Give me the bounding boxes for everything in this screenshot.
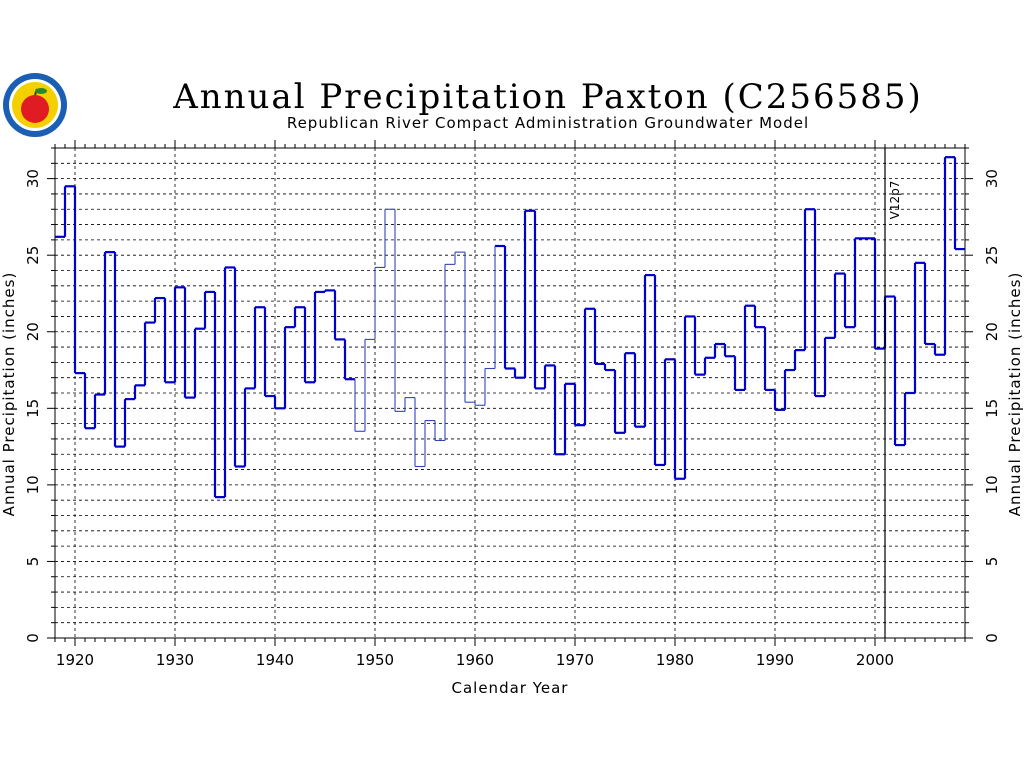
y-tick-label-right: 0 bbox=[983, 633, 1001, 643]
x-tick-label: 2000 bbox=[856, 651, 894, 669]
y-tick-label-right: 15 bbox=[983, 399, 1001, 418]
y-tick-label-right: 10 bbox=[983, 475, 1001, 494]
y-tick-label-left: 20 bbox=[24, 322, 42, 341]
y-tick-label-right: 5 bbox=[983, 557, 1001, 567]
y-tick-label-left: 15 bbox=[24, 399, 42, 418]
y-tick-label-right: 30 bbox=[983, 169, 1001, 188]
y-tick-label-left: 10 bbox=[24, 475, 42, 494]
y-axis-label-right: Annual Precipitation (inches) bbox=[1006, 272, 1024, 517]
logo-apple bbox=[21, 95, 49, 123]
grid-lines bbox=[55, 148, 965, 638]
y-tick-label-right: 20 bbox=[983, 322, 1001, 341]
x-tick-label: 1920 bbox=[56, 651, 94, 669]
plot-frame bbox=[54, 147, 966, 639]
y-axis-label-left: Annual Precipitation (inches) bbox=[0, 272, 18, 517]
logo-leaf bbox=[35, 88, 47, 94]
chart-title: Annual Precipitation Paxton (C256585) bbox=[172, 77, 923, 117]
y-tick-label-left: 0 bbox=[24, 633, 42, 643]
x-tick-label: 1970 bbox=[556, 651, 594, 669]
x-tick-label: 1960 bbox=[456, 651, 494, 669]
x-tick-label: 1980 bbox=[656, 651, 694, 669]
x-tick-labels: 1920 1930 1940 1950 1960 1970 1980 1990 2000 bbox=[56, 651, 894, 669]
x-tick-label: 1950 bbox=[356, 651, 394, 669]
y-tick-labels: 0 0 5 5 10 10 15 15 20 20 25 25 30 30 bbox=[24, 169, 1001, 643]
precipitation-series bbox=[55, 156, 965, 499]
y-tick-label-left: 25 bbox=[24, 246, 42, 265]
y-tick-label-right: 25 bbox=[983, 246, 1001, 265]
y-tick-label-left: 30 bbox=[24, 169, 42, 188]
rrca-logo-icon bbox=[3, 73, 67, 137]
annotation-layer: V12p7 bbox=[884, 148, 902, 638]
x-tick-label: 1930 bbox=[156, 651, 194, 669]
version-marker-label: V12p7 bbox=[888, 181, 902, 220]
chart-subtitle: Republican River Compact Administration … bbox=[287, 114, 809, 132]
y-tick-label-left: 5 bbox=[24, 557, 42, 567]
x-tick-label: 1990 bbox=[756, 651, 794, 669]
x-tick-label: 1940 bbox=[256, 651, 294, 669]
x-axis-label: Calendar Year bbox=[452, 679, 569, 697]
axes bbox=[47, 140, 973, 646]
